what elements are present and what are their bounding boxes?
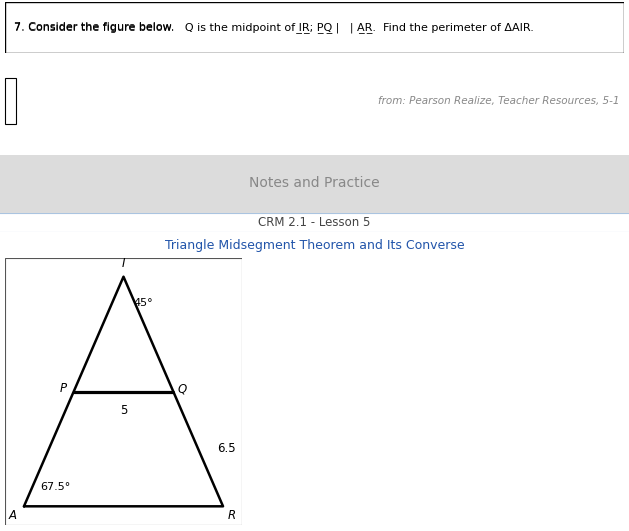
Bar <box>5 79 16 124</box>
Text: 7. Consider the figure below.   Q is the midpoint of I̲R̲; P̲Q̲ |   | A̲R̲.  Fin: 7. Consider the figure below. Q is the m… <box>14 22 534 33</box>
Text: P: P <box>60 382 67 396</box>
Text: Notes and Practice: Notes and Practice <box>249 176 380 190</box>
Text: 7. Consider the figure below.: 7. Consider the figure below. <box>14 22 182 32</box>
Text: R: R <box>228 509 236 522</box>
Text: CRM 2.1 - Lesson 5: CRM 2.1 - Lesson 5 <box>259 216 370 229</box>
Text: 6.5: 6.5 <box>217 442 236 456</box>
Text: 67.5°: 67.5° <box>40 482 71 492</box>
Text: I: I <box>122 257 125 270</box>
Text: A: A <box>9 509 17 522</box>
Text: from: Pearson Realize, Teacher Resources, 5-1: from: Pearson Realize, Teacher Resources… <box>378 96 620 106</box>
Text: 5: 5 <box>120 404 127 417</box>
Text: Q: Q <box>178 382 187 396</box>
Text: Triangle Midsegment Theorem and Its Converse: Triangle Midsegment Theorem and Its Conv… <box>165 238 464 252</box>
Text: 45°: 45° <box>133 298 153 309</box>
